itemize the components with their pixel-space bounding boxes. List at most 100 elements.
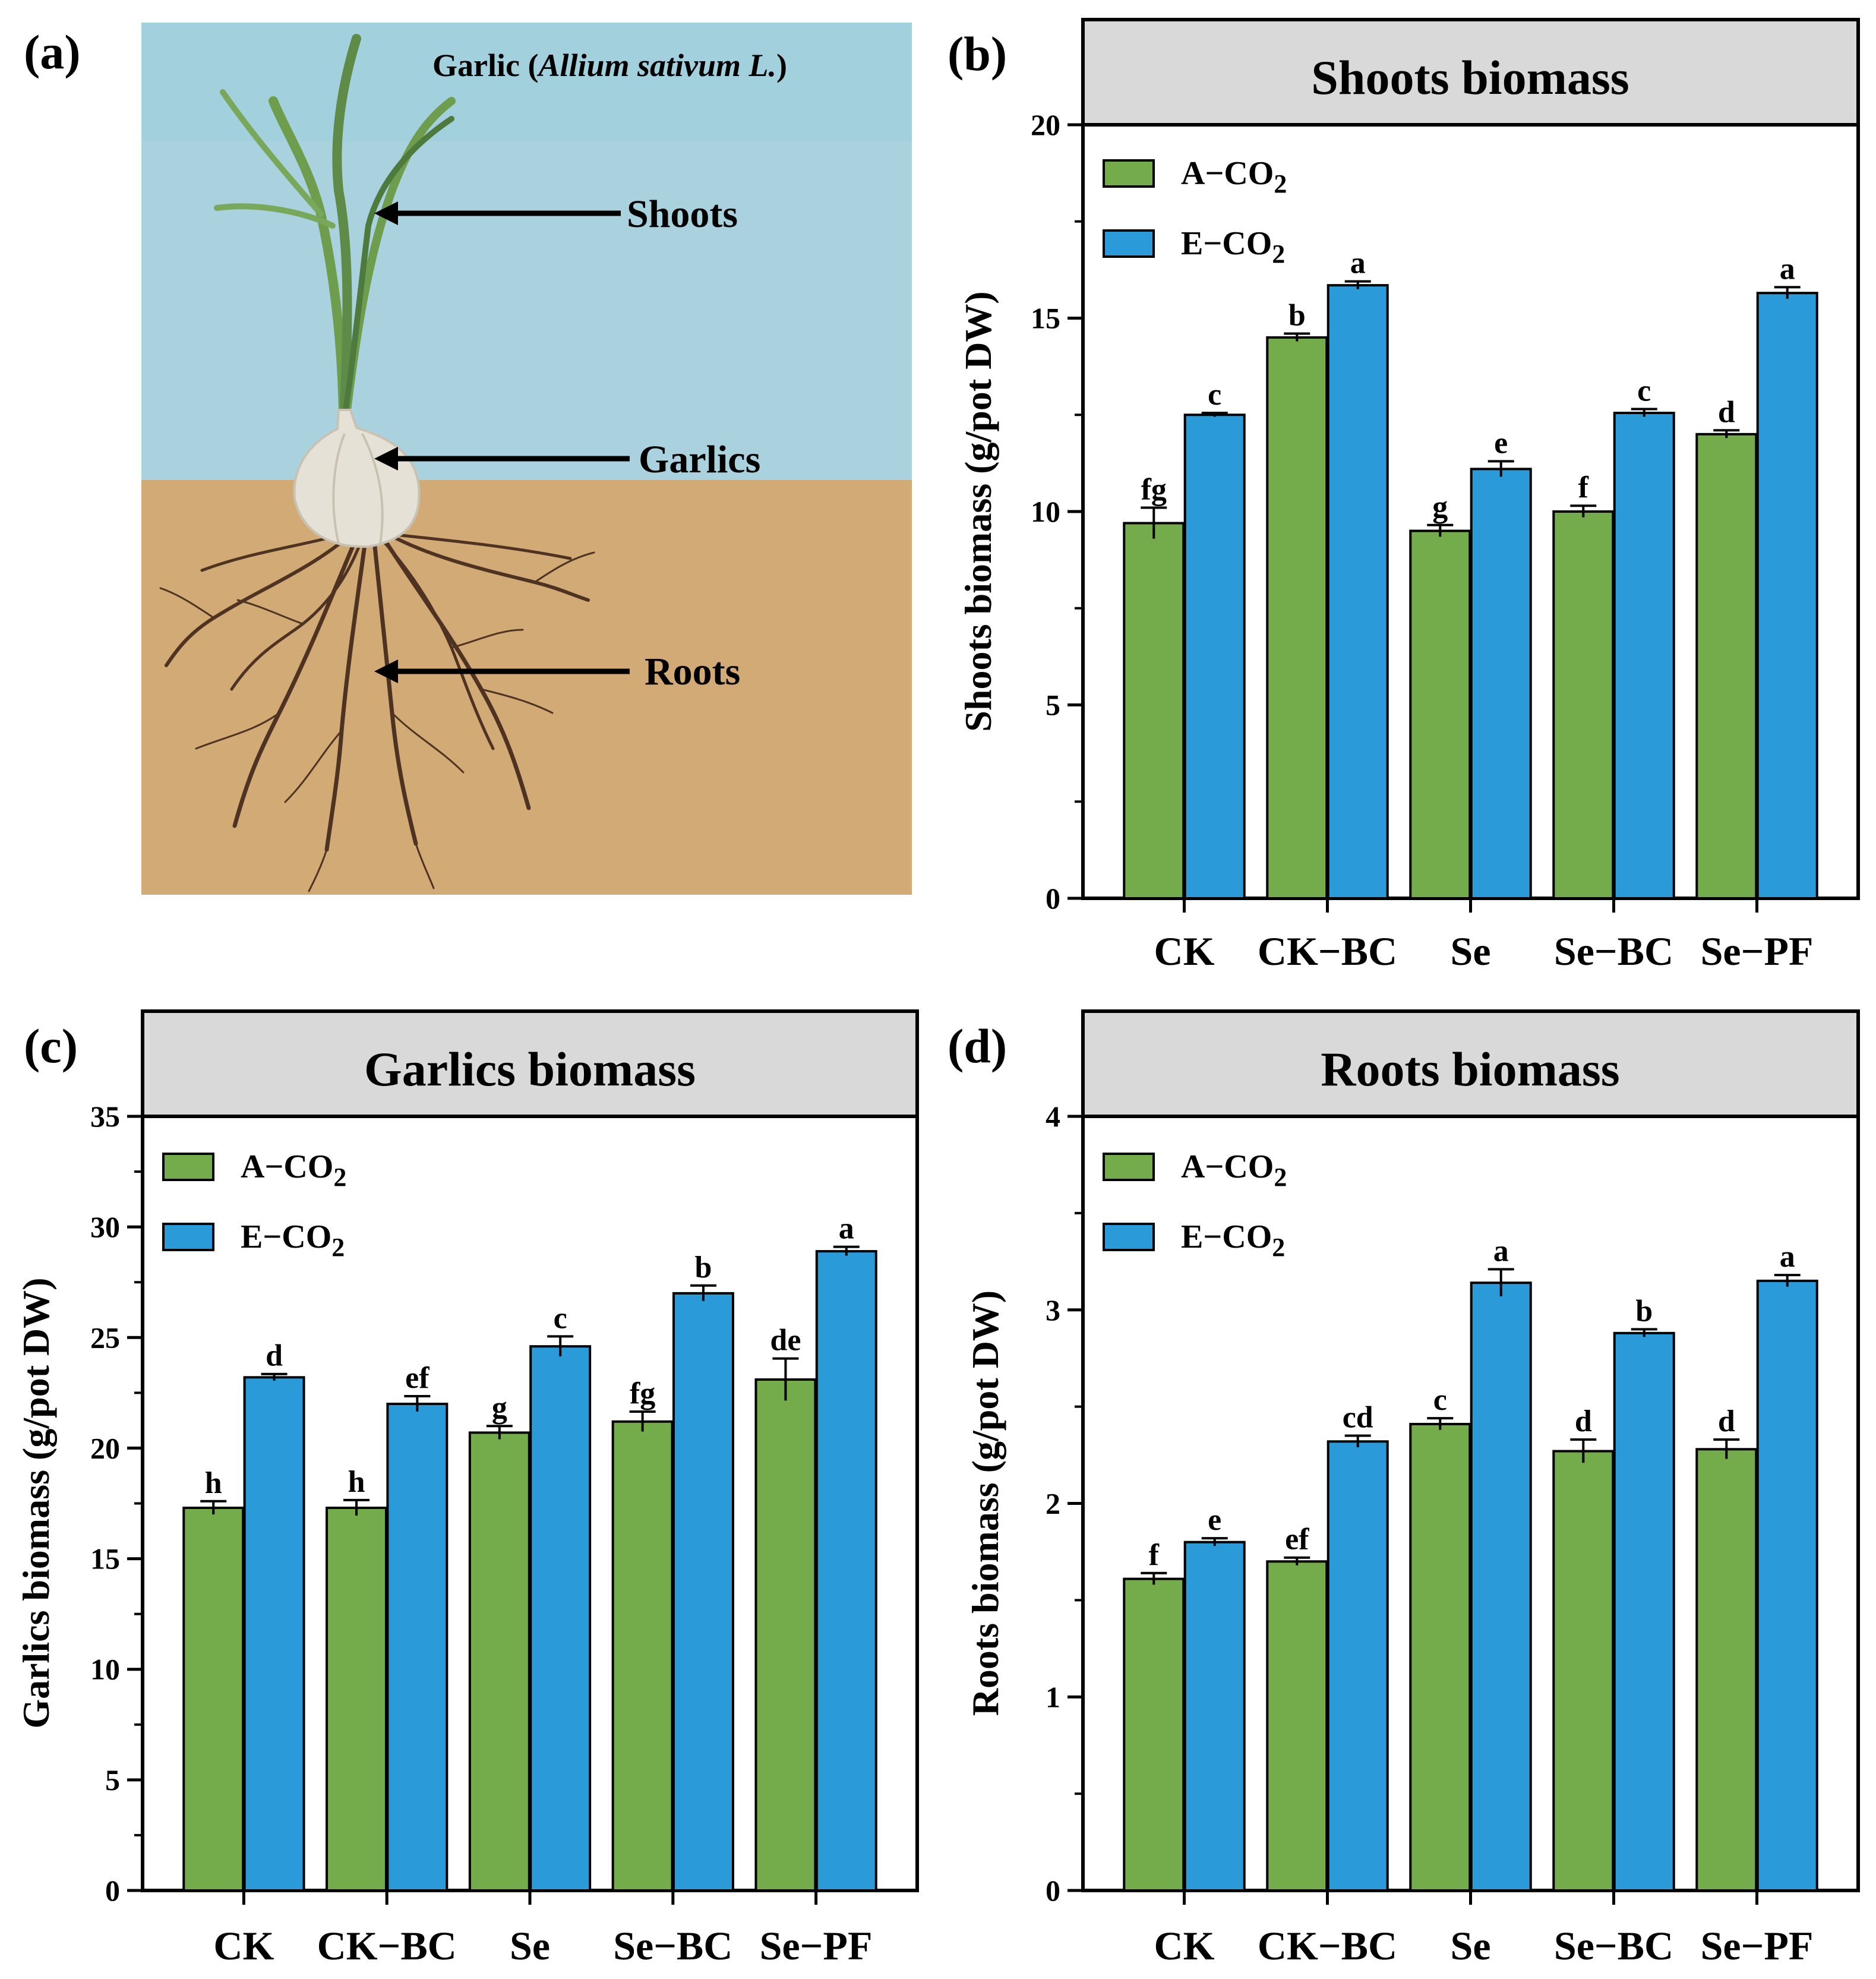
- x-category-label: CK−BC: [1258, 1923, 1397, 1968]
- legend-label-text: A−CO: [241, 1148, 333, 1185]
- legend-label: E−CO2: [1181, 225, 1285, 269]
- label-arrow-roots: [374, 659, 630, 683]
- chart-title-box: [141, 1009, 919, 1118]
- significance-letter: d: [1718, 1404, 1735, 1438]
- legend-swatch: [1103, 229, 1155, 258]
- x-axis: CK CK−BC Se Se−BC Se−PF: [1154, 898, 1814, 974]
- significance-letter: c: [1637, 374, 1651, 408]
- chart-title: Garlics biomass: [364, 1042, 696, 1096]
- legend-label-text: A−CO: [1181, 1148, 1274, 1185]
- bar-e-co2: [1756, 292, 1818, 899]
- bar-e-co2: [1183, 1541, 1246, 1892]
- legend-label-subscript: 2: [1274, 1163, 1287, 1192]
- bar-a-co2: [1123, 1577, 1185, 1892]
- y-tick-label: 0: [1046, 1874, 1060, 1907]
- bar-e-co2: [815, 1250, 877, 1892]
- legend-label: A−CO2: [241, 1148, 346, 1192]
- y-axis: 0 5 10 15 20 25 30 35: [90, 1100, 143, 1907]
- significance-letter: ef: [405, 1361, 429, 1395]
- y-tick-label: 2: [1046, 1487, 1060, 1520]
- bar-a-co2: [468, 1431, 530, 1892]
- legend-label-subscript: 2: [1274, 169, 1287, 198]
- bar-a-co2: [1266, 336, 1328, 899]
- y-tick-label: 4: [1046, 1100, 1060, 1133]
- significance-letter: f: [1578, 471, 1589, 504]
- label-shoots: Shoots: [627, 192, 738, 236]
- legend-label: E−CO2: [1181, 1219, 1285, 1262]
- bar-e-co2: [672, 1292, 734, 1892]
- bar-a-co2: [1695, 1448, 1758, 1892]
- significance-letter: g: [1432, 490, 1448, 524]
- significance-letter: e: [1208, 1503, 1221, 1537]
- y-tick-label: 20: [1031, 108, 1060, 141]
- bar-a-co2: [1266, 1560, 1328, 1892]
- x-category-label: Se: [1451, 1923, 1491, 1968]
- label-garlics: Garlics: [639, 438, 760, 481]
- panel-a-illustration: (a): [24, 23, 912, 895]
- legend-label-subscript: 2: [333, 1163, 346, 1192]
- y-tick-label: 5: [105, 1763, 120, 1797]
- bar-a-co2: [182, 1506, 245, 1892]
- y-axis-label: Shoots biomass (g/pot DW): [957, 291, 999, 731]
- panel-label-d: (d): [948, 1019, 1007, 1073]
- x-category-label: CK−BC: [317, 1923, 457, 1968]
- y-tick-label: 30: [90, 1210, 120, 1243]
- bar-a-co2: [1552, 510, 1615, 899]
- panel-b-shoots-chart: (b) Shoots biomass Shoots biomass (g/pot…: [948, 18, 1860, 974]
- x-axis: CK CK−BC Se Se−BC Se−PF: [1154, 1890, 1813, 1968]
- legend-label-text: E−CO: [1181, 1219, 1272, 1255]
- x-category-label: Se−BC: [1554, 929, 1673, 974]
- x-category-label: CK: [1154, 929, 1215, 974]
- chart-title-box: [1081, 1009, 1860, 1118]
- bar-e-co2: [529, 1345, 592, 1892]
- legend-label: A−CO2: [1181, 1148, 1287, 1192]
- x-category-label: Se−PF: [1701, 929, 1814, 974]
- legend-label-text: E−CO: [241, 1219, 331, 1255]
- significance-letter: d: [1575, 1404, 1592, 1438]
- bar-e-co2: [1327, 1440, 1389, 1892]
- legend-label-subscript: 2: [331, 1233, 345, 1262]
- significance-letter: h: [205, 1466, 222, 1500]
- y-tick-label: 0: [105, 1874, 120, 1907]
- illustration-scene: [141, 23, 912, 895]
- legend-label: A−CO2: [1181, 155, 1287, 198]
- bars-group: f e ef cd c a d b d a: [1123, 1234, 1818, 1892]
- significance-letter: a: [839, 1212, 854, 1246]
- y-axis-label: Garlics biomass (g/pot DW): [15, 1277, 57, 1728]
- illustration-title: Garlic (Allium sativum L.): [432, 48, 787, 83]
- significance-letter: e: [1494, 426, 1508, 460]
- bar-a-co2: [1552, 1450, 1615, 1892]
- x-axis: CK CK−BC Se Se−BC Se−PF: [213, 1890, 873, 1968]
- panel-label-c: (c): [24, 1019, 78, 1073]
- legend-swatch: [1103, 159, 1155, 188]
- bar-a-co2: [1123, 522, 1185, 899]
- significance-letter: h: [348, 1465, 365, 1499]
- legend-label-subscript: 2: [1272, 239, 1285, 269]
- y-tick-label: 15: [90, 1542, 120, 1576]
- significance-letter: c: [554, 1301, 567, 1335]
- significance-letter: c: [1433, 1383, 1447, 1417]
- bar-e-co2: [1613, 411, 1675, 899]
- x-category-label: Se−PF: [760, 1923, 873, 1968]
- legend-label-text: A−CO: [1181, 155, 1274, 192]
- x-category-label: Se: [510, 1923, 550, 1968]
- bar-a-co2: [1409, 529, 1471, 899]
- x-category-label: CK: [1154, 1923, 1215, 1968]
- bar-e-co2: [1327, 284, 1389, 899]
- significance-letter: b: [695, 1251, 712, 1284]
- y-tick-label: 15: [1031, 302, 1060, 335]
- y-axis: 0 5 10 15 20: [1031, 108, 1083, 915]
- legend-label-subscript: 2: [1272, 1233, 1285, 1262]
- significance-letter: c: [1208, 378, 1221, 412]
- x-category-label: Se: [1451, 929, 1491, 974]
- significance-letter: cd: [1343, 1400, 1373, 1434]
- panel-c-garlics-chart: (c) Garlics biomass Garlics biomass (g/p…: [15, 1009, 919, 1968]
- x-category-label: CK−BC: [1258, 929, 1397, 974]
- significance-letter: b: [1288, 299, 1306, 333]
- bar-a-co2: [754, 1378, 817, 1892]
- legend-swatch: [162, 1223, 214, 1251]
- chart-title: Roots biomass: [1321, 1042, 1619, 1096]
